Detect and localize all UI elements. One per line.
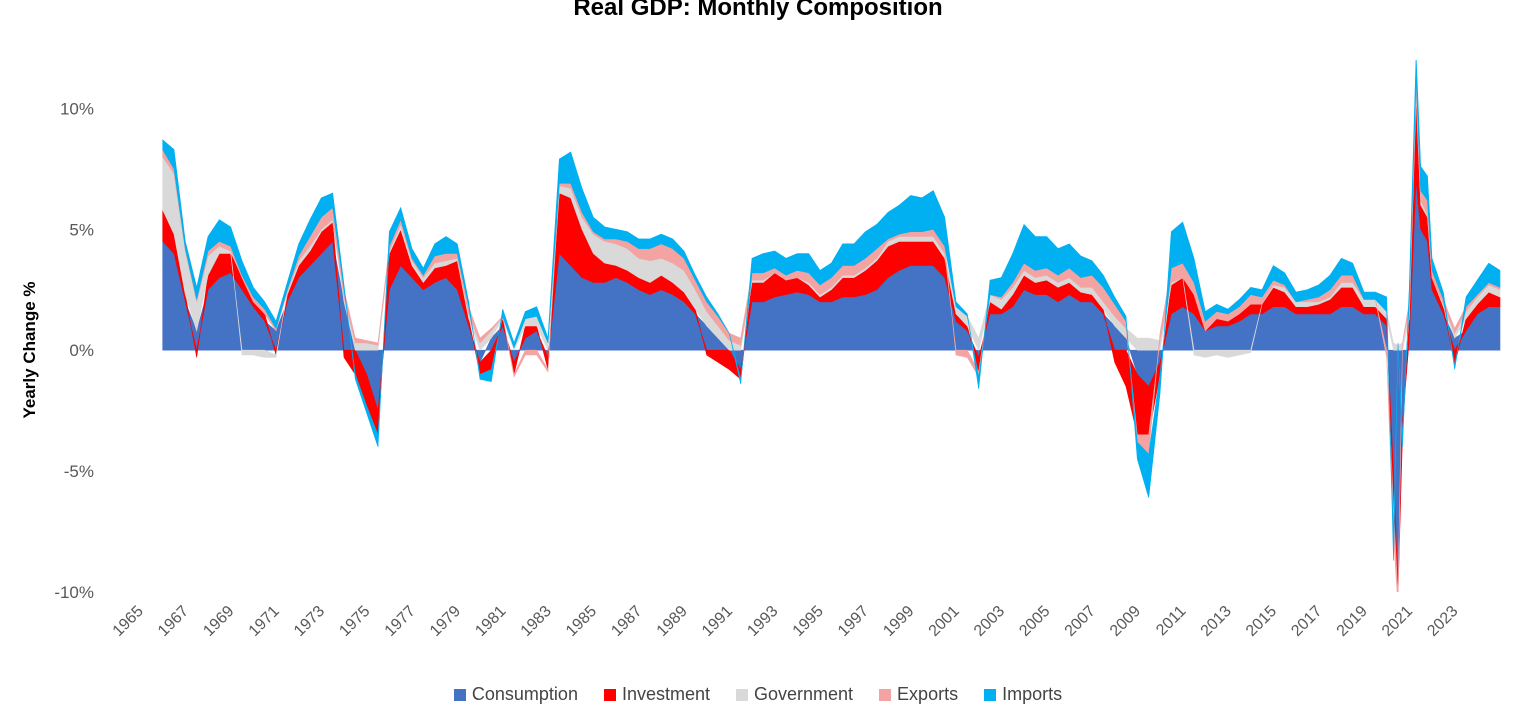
y-tick-label: 0% <box>69 341 94 360</box>
x-tick-label: 1971 <box>246 603 283 640</box>
legend: Consumption Investment Government Exports Im… <box>0 684 1516 705</box>
legend-item-exports: Exports <box>879 684 958 705</box>
legend-swatch <box>984 688 997 701</box>
legend-label: Exports <box>897 684 959 704</box>
x-tick-label: 1977 <box>382 603 419 640</box>
x-tick-label: 2003 <box>971 603 1008 640</box>
x-tick-label: 1983 <box>518 603 555 640</box>
legend-swatch <box>879 688 892 701</box>
legend-swatch <box>453 688 466 701</box>
x-tick-label: 2015 <box>1243 603 1280 640</box>
legend-label: Investment <box>621 684 710 704</box>
x-tick-label: 2017 <box>1288 603 1325 640</box>
x-tick-label: 1967 <box>155 603 192 640</box>
x-tick-label: 1999 <box>880 603 917 640</box>
x-tick-label: 1989 <box>654 603 691 640</box>
x-tick-label: 2023 <box>1424 603 1461 640</box>
legend-label: Government <box>754 684 854 704</box>
x-tick-label: 2005 <box>1016 603 1053 640</box>
x-tick-label: 2013 <box>1198 603 1235 640</box>
x-tick-label: 1975 <box>336 603 373 640</box>
legend-label: Imports <box>1002 684 1063 704</box>
series-area-imports <box>162 60 1501 561</box>
legend-swatch <box>736 688 748 701</box>
chart-title: Real GDP: Monthly Composition <box>573 0 943 21</box>
x-tick-label: 1965 <box>110 603 147 640</box>
x-tick-label: 1985 <box>563 603 600 640</box>
x-tick-label: 1991 <box>699 603 736 640</box>
x-tick-label: 1973 <box>291 603 328 640</box>
legend-label: Consumption <box>471 684 578 704</box>
y-tick-label: -5% <box>64 462 94 481</box>
y-tick-label: 10% <box>60 99 94 118</box>
x-tick-label: 2011 <box>1153 603 1189 639</box>
x-tick-label: 1969 <box>200 603 237 640</box>
y-tick-label: 5% <box>69 220 94 239</box>
x-tick-label: 1987 <box>608 603 645 640</box>
x-tick-label: 1995 <box>790 603 827 640</box>
x-tick-label: 2019 <box>1334 603 1371 640</box>
x-tick-label: 1997 <box>835 603 872 640</box>
legend-item-government: Government <box>736 684 853 705</box>
legend-item-imports: Imports <box>984 684 1062 705</box>
legend-swatch <box>603 688 616 701</box>
legend-item-consumption: Consumption <box>453 684 578 705</box>
x-tick-label: 2001 <box>926 603 963 640</box>
x-tick-label: 2007 <box>1062 603 1099 640</box>
y-tick-label: -10% <box>54 583 94 602</box>
x-tick-label: 1981 <box>472 603 509 640</box>
x-tick-label: 2021 <box>1379 603 1416 640</box>
x-tick-label: 1993 <box>744 603 781 640</box>
legend-item-investment: Investment <box>603 684 710 705</box>
x-tick-label: 1979 <box>427 603 464 640</box>
x-tick-label: 2009 <box>1107 603 1144 640</box>
